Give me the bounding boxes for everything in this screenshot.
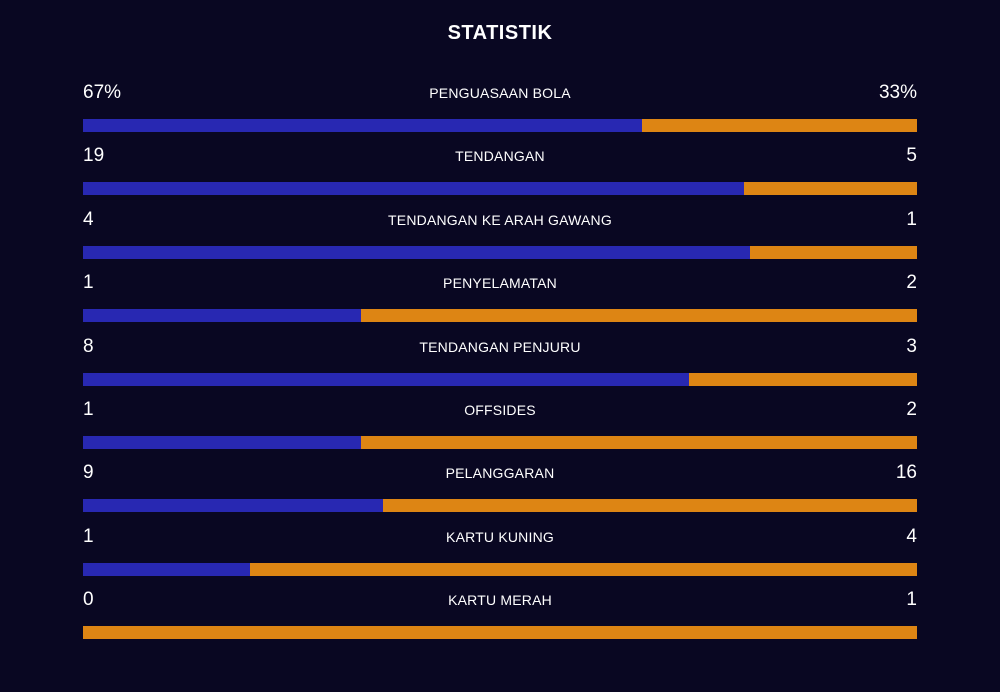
stat-row-shots-on-target: 4 TENDANGAN KE ARAH GAWANG 1 (83, 208, 917, 271)
home-value: 4 (83, 208, 94, 230)
stat-label: TENDANGAN KE ARAH GAWANG (388, 211, 612, 228)
home-value: 9 (83, 462, 94, 484)
comparison-bar (83, 245, 917, 259)
stat-label: OFFSIDES (464, 401, 536, 418)
stat-row-corners: 8 TENDANGAN PENJURU 3 (83, 335, 917, 398)
comparison-bar (83, 119, 917, 132)
away-value: 3 (906, 335, 917, 357)
stat-row-shots: 19 TENDANGAN 5 (83, 144, 917, 207)
stat-label: PENGUASAAN BOLA (429, 85, 571, 101)
home-share-fill (83, 182, 744, 196)
away-value: 16 (895, 462, 917, 484)
home-value: 19 (83, 145, 105, 167)
away-value: 4 (906, 525, 917, 547)
home-value: 0 (83, 589, 94, 611)
home-value: 1 (83, 272, 94, 294)
home-value: 67% (83, 82, 122, 103)
home-share-fill (83, 435, 361, 449)
stat-row-saves: 1 PENYELAMATAN 2 (83, 271, 917, 334)
stat-label: TENDANGAN (455, 148, 545, 165)
stat-label: PENYELAMATAN (443, 275, 557, 292)
comparison-bar (83, 499, 917, 513)
home-share-fill (83, 562, 250, 576)
stat-row-red-cards: 0 KARTU MERAH 1 (83, 588, 917, 651)
stat-label: TENDANGAN PENJURU (419, 338, 581, 355)
comparison-bar (83, 309, 917, 323)
comparison-bar (83, 182, 917, 196)
stat-row-possession: 67% PENGUASAAN BOLA 33% (83, 81, 917, 144)
home-share-fill (83, 245, 751, 259)
stat-row-offsides: 1 OFFSIDES 2 (83, 398, 917, 461)
panel-title: STATISTIK (447, 22, 553, 44)
comparison-bar (83, 435, 917, 449)
home-share-fill (83, 499, 384, 513)
stat-row-yellow-cards: 1 KARTU KUNING 4 (83, 525, 917, 588)
home-value: 1 (83, 525, 94, 547)
home-share-fill (83, 372, 690, 386)
stat-label: KARTU MERAH (448, 592, 552, 609)
away-value: 5 (906, 145, 917, 167)
comparison-bar (83, 626, 917, 640)
stat-label: KARTU KUNING (446, 528, 554, 545)
stats-list: 67% PENGUASAAN BOLA 33% 19 TENDANGAN 5 4… (83, 81, 917, 652)
home-value: 1 (83, 398, 94, 420)
home-share-fill (83, 309, 361, 323)
comparison-bar (83, 372, 917, 386)
away-value: 1 (906, 208, 917, 230)
home-share-fill (83, 119, 642, 132)
home-value: 8 (83, 335, 94, 357)
away-value: 33% (878, 82, 917, 103)
stat-label: PELANGGARAN (445, 465, 555, 482)
away-value: 2 (906, 272, 917, 294)
away-value: 1 (906, 589, 917, 611)
stat-row-fouls: 9 PELANGGARAN 16 (83, 461, 917, 524)
comparison-bar (83, 562, 917, 576)
away-value: 2 (906, 398, 917, 420)
